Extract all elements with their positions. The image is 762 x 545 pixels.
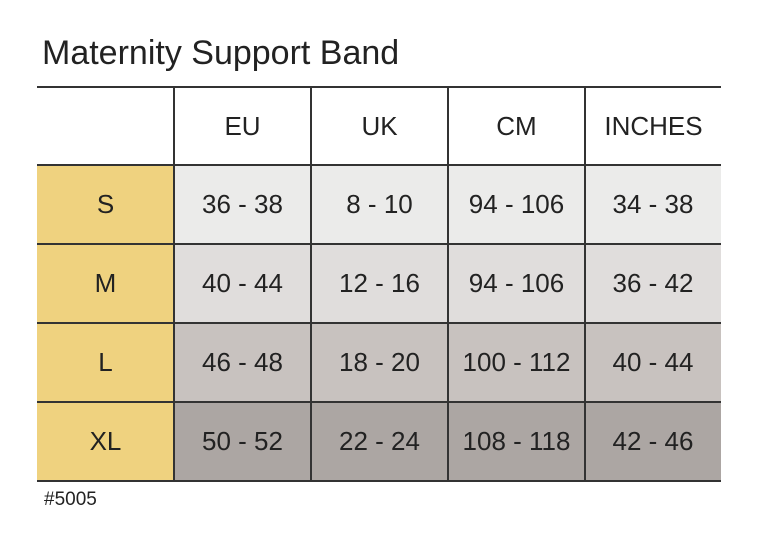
size-label: XL (37, 402, 174, 481)
size-value: 22 - 24 (311, 402, 448, 481)
column-header: UK (361, 110, 398, 141)
footnote: #5005 (44, 489, 97, 510)
size-value: 40 - 44 (174, 244, 311, 323)
column-header: EU (224, 110, 261, 141)
size-value: 50 - 52 (174, 402, 311, 481)
size-value: 36 - 42 (585, 244, 721, 323)
size-value: 40 - 44 (585, 323, 721, 402)
size-value: 8 - 10 (311, 165, 448, 244)
size-value: 34 - 38 (585, 165, 721, 244)
column-border (447, 87, 449, 481)
row-border (37, 164, 721, 166)
size-value: 100 - 112 (448, 323, 585, 402)
column-border (584, 87, 586, 481)
size-label: M (37, 244, 174, 323)
title: Maternity Support Band (42, 34, 400, 72)
size-label: S (37, 165, 174, 244)
column-header: CM (496, 110, 537, 141)
row-border (37, 480, 721, 482)
row-border (37, 401, 721, 403)
size-value: 42 - 46 (585, 402, 721, 481)
size-value: 12 - 16 (311, 244, 448, 323)
column-border (310, 87, 312, 481)
size-value: 36 - 38 (174, 165, 311, 244)
size-value: 94 - 106 (448, 165, 585, 244)
row-border (37, 86, 721, 88)
size-label: L (37, 323, 174, 402)
size-value: 108 - 118 (448, 402, 585, 481)
row-border (37, 322, 721, 324)
column-border (173, 87, 175, 481)
size-value: 46 - 48 (174, 323, 311, 402)
column-header: INCHES (604, 110, 703, 141)
size-value: 94 - 106 (448, 244, 585, 323)
size-value: 18 - 20 (311, 323, 448, 402)
size-table: EU UK CM INCHES S 36 - 38 8 - 10 94 - 106 34 - 3… (37, 86, 721, 482)
row-border (37, 243, 721, 245)
